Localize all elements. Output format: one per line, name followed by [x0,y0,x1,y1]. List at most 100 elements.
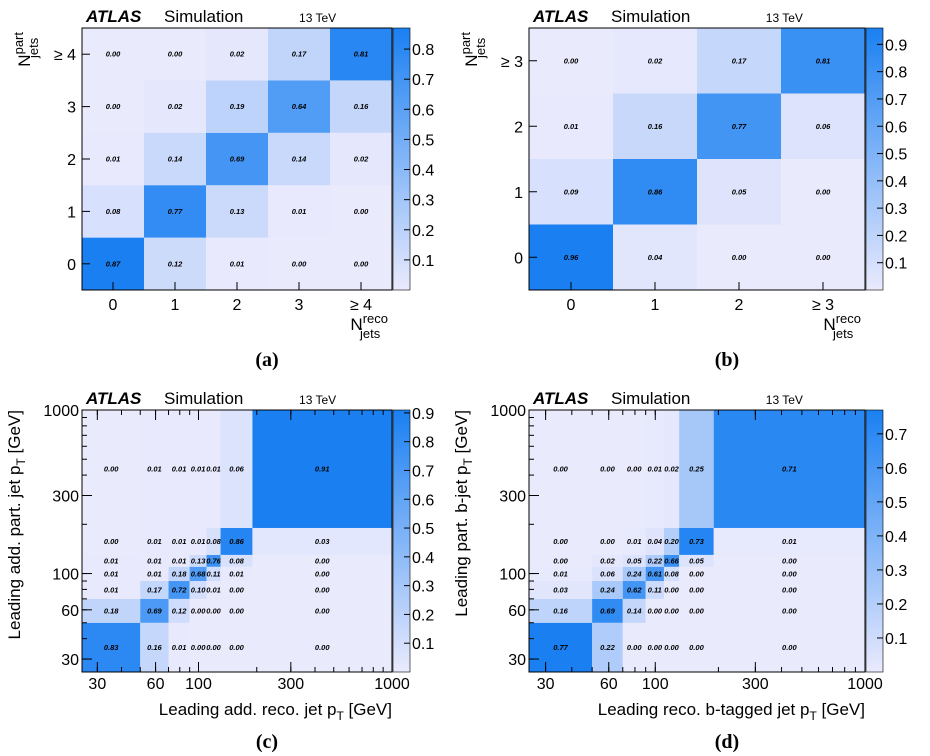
color-scale-label: 0.7 [885,427,907,444]
cell-value-label: 0.08 [664,569,679,578]
y-tick-label: 0 [67,257,76,274]
heatmap-cell [144,80,206,133]
heatmap-cell [144,132,206,186]
energy-label: 13 TeV [766,11,803,25]
panel-a: 0.87 0.12 0.01 0.00 0.000.08 0.77 0.13 0.01 0.00… [11,7,434,371]
heatmap-cell [697,93,781,159]
heatmap-cell [220,554,253,567]
heatmap-cell [592,598,623,623]
cell-value-label: 0.68 [191,569,206,578]
panel-caption: (c) [256,731,278,753]
heatmap-cell [252,598,392,623]
heatmap-cell [713,581,865,599]
heatmap-cell [140,527,169,555]
y-tick-label: 0 [514,250,523,267]
cell-value-label: 0.22 [648,556,663,565]
x-tick-label: 30 [88,676,106,693]
heatmap-cell [220,581,253,599]
heatmap-cell [713,566,865,582]
heatmap-cell [206,581,221,599]
color-scale-label: 0.7 [412,72,434,89]
heatmap-cell [622,598,646,623]
heatmap-cell [82,410,141,528]
cell-value-label: 0.19 [230,102,245,111]
heatmap-cell [168,410,190,528]
cell-value-label: 0.00 [229,643,244,652]
heatmap-cell [220,566,253,582]
cell-value-label: 0.00 [315,585,330,594]
cell-value-label: 0.00 [315,556,330,565]
experiment-label: ATLAS [532,389,589,408]
cell-value-label: 0.00 [292,259,307,268]
cell-value-label: 0.02 [354,155,369,164]
heatmap-cell [781,93,865,159]
y-tick-label: 30 [61,652,79,669]
heatmap-cell [82,566,141,582]
cell-value-label: 0.01 [172,556,187,565]
heatmap-cell [679,527,714,555]
panel-caption: (a) [255,349,278,371]
heatmap-cell [140,566,169,582]
cell-value-label: 0.00 [782,643,797,652]
color-scale-label: 0.1 [412,253,434,270]
heatmap-cell [206,80,268,133]
heatmap-cell [140,410,169,528]
color-scale-label: 0.1 [885,631,907,648]
cell-value-label: 0.25 [689,464,704,473]
color-scale-label: 0.9 [885,37,907,54]
cell-value-label: 0.00 [816,253,831,262]
x-tick-label: 100 [642,676,669,693]
cell-value-label: 0.01 [147,464,162,473]
cell-value-label: 0.01 [147,537,162,546]
heatmap-cell [781,28,865,94]
cell-value-label: 0.05 [689,556,704,565]
color-scale-label: 0.9 [412,406,434,423]
heatmap-cell [663,581,680,599]
heatmap-cell [82,28,144,81]
cell-value-label: 0.11 [648,585,662,594]
heatmap-cell [140,581,169,599]
heatmap-cell [713,410,865,528]
color-scale-bar [866,410,883,672]
cell-value-label: 0.00 [664,643,679,652]
x-tick-label: 1 [171,297,180,314]
color-scale-frame [865,27,884,291]
heatmap-cell [268,132,330,186]
y-tick-label: 30 [508,652,526,669]
cell-value-label: 0.01 [230,259,245,268]
cell-value-label: 0.05 [732,187,747,196]
heatmap-cell [679,566,714,582]
heatmap-cell [529,598,593,623]
cell-value-label: 0.76 [206,556,221,565]
cell-value-label: 0.18 [172,569,187,578]
heatmap-cell [189,622,207,672]
heatmap-cell [645,527,664,555]
heatmap-cell [206,185,268,238]
heatmap-cell [82,554,141,567]
cell-value-label: 0.77 [553,643,568,652]
cell-value-label: 0.87 [106,259,121,268]
heatmap-cell [168,566,190,582]
simulation-label: Simulation [164,389,243,408]
cell-value-label: 0.18 [104,606,119,615]
cell-value-label: 0.00 [315,569,330,578]
experiment-label: ATLAS [85,7,142,26]
cell-value-label: 0.00 [627,643,642,652]
heatmap-cell [613,28,697,94]
cell-value-label: 0.00 [315,606,330,615]
panel-d: 0.77 0.22 0.00 0.00 0.00 0.00 0.000.16 0.69 0.14… [452,389,907,753]
cell-value-label: 0.01 [147,556,162,565]
color-scale-frame [865,409,884,673]
cell-value-label: 0.12 [172,606,187,615]
color-scale-label: 0.5 [412,132,434,149]
heatmap-cell [252,566,392,582]
heatmap-cell [663,566,680,582]
heatmap-cell [645,581,664,599]
color-scale-label: 0.7 [885,92,907,109]
cell-value-label: 0.24 [600,585,615,594]
heatmap-cell [168,581,190,599]
color-scale-label: 0.5 [885,147,907,164]
cell-value-label: 0.00 [553,464,568,473]
cell-value-label: 0.73 [689,537,704,546]
cell-value-label: 0.00 [664,606,679,615]
